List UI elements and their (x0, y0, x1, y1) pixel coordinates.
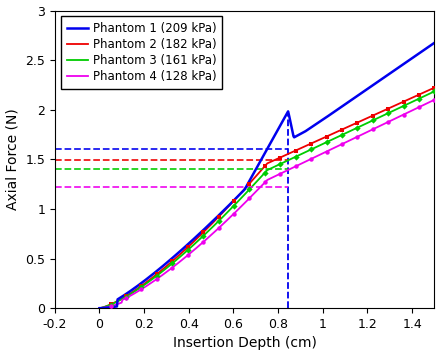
Legend: Phantom 1 (209 kPa), Phantom 2 (182 kPa), Phantom 3 (161 kPa), Phantom 4 (128 kP: Phantom 1 (209 kPa), Phantom 2 (182 kPa)… (61, 16, 222, 89)
X-axis label: Insertion Depth (cm): Insertion Depth (cm) (173, 336, 316, 350)
Phantom 4 (128 kPa) (296, 163, 301, 167)
Phantom 3 (161 kPa) (97, 306, 102, 310)
Phantom 2 (182 kPa) (97, 306, 102, 310)
Phantom 1 (209 kPa) (258, 159, 263, 163)
Phantom 3 (161 kPa) (258, 175, 263, 179)
Phantom 4 (128 kPa) (97, 306, 102, 310)
Phantom 1 (209 kPa) (296, 133, 301, 137)
Phantom 2 (182 kPa) (432, 85, 437, 90)
Phantom 2 (182 kPa) (258, 169, 263, 173)
Phantom 1 (209 kPa) (278, 122, 283, 127)
Phantom 3 (161 kPa) (296, 153, 301, 157)
Phantom 4 (128 kPa) (258, 185, 263, 189)
Line: Phantom 1 (209 kPa): Phantom 1 (209 kPa) (99, 43, 434, 308)
Phantom 2 (182 kPa) (256, 171, 261, 176)
Phantom 3 (161 kPa) (432, 89, 437, 94)
Phantom 2 (182 kPa) (296, 147, 301, 151)
Phantom 1 (209 kPa) (97, 306, 102, 310)
Phantom 4 (128 kPa) (432, 98, 437, 102)
Line: Phantom 4 (128 kPa): Phantom 4 (128 kPa) (99, 100, 434, 308)
Phantom 2 (182 kPa) (278, 155, 283, 159)
Phantom 4 (128 kPa) (256, 187, 261, 191)
Phantom 4 (128 kPa) (371, 127, 377, 131)
Phantom 1 (209 kPa) (424, 46, 429, 51)
Phantom 3 (161 kPa) (278, 162, 283, 166)
Phantom 1 (209 kPa) (432, 41, 437, 45)
Line: Phantom 2 (182 kPa): Phantom 2 (182 kPa) (99, 88, 434, 308)
Line: Phantom 3 (161 kPa): Phantom 3 (161 kPa) (99, 91, 434, 308)
Phantom 1 (209 kPa) (256, 162, 261, 167)
Phantom 3 (161 kPa) (371, 118, 377, 122)
Y-axis label: Axial Force (N): Axial Force (N) (6, 109, 19, 210)
Phantom 1 (209 kPa) (371, 82, 377, 87)
Phantom 4 (128 kPa) (424, 101, 429, 106)
Phantom 2 (182 kPa) (371, 113, 377, 117)
Phantom 3 (161 kPa) (256, 177, 261, 182)
Phantom 3 (161 kPa) (424, 93, 429, 97)
Phantom 4 (128 kPa) (278, 171, 283, 176)
Phantom 2 (182 kPa) (424, 89, 429, 93)
